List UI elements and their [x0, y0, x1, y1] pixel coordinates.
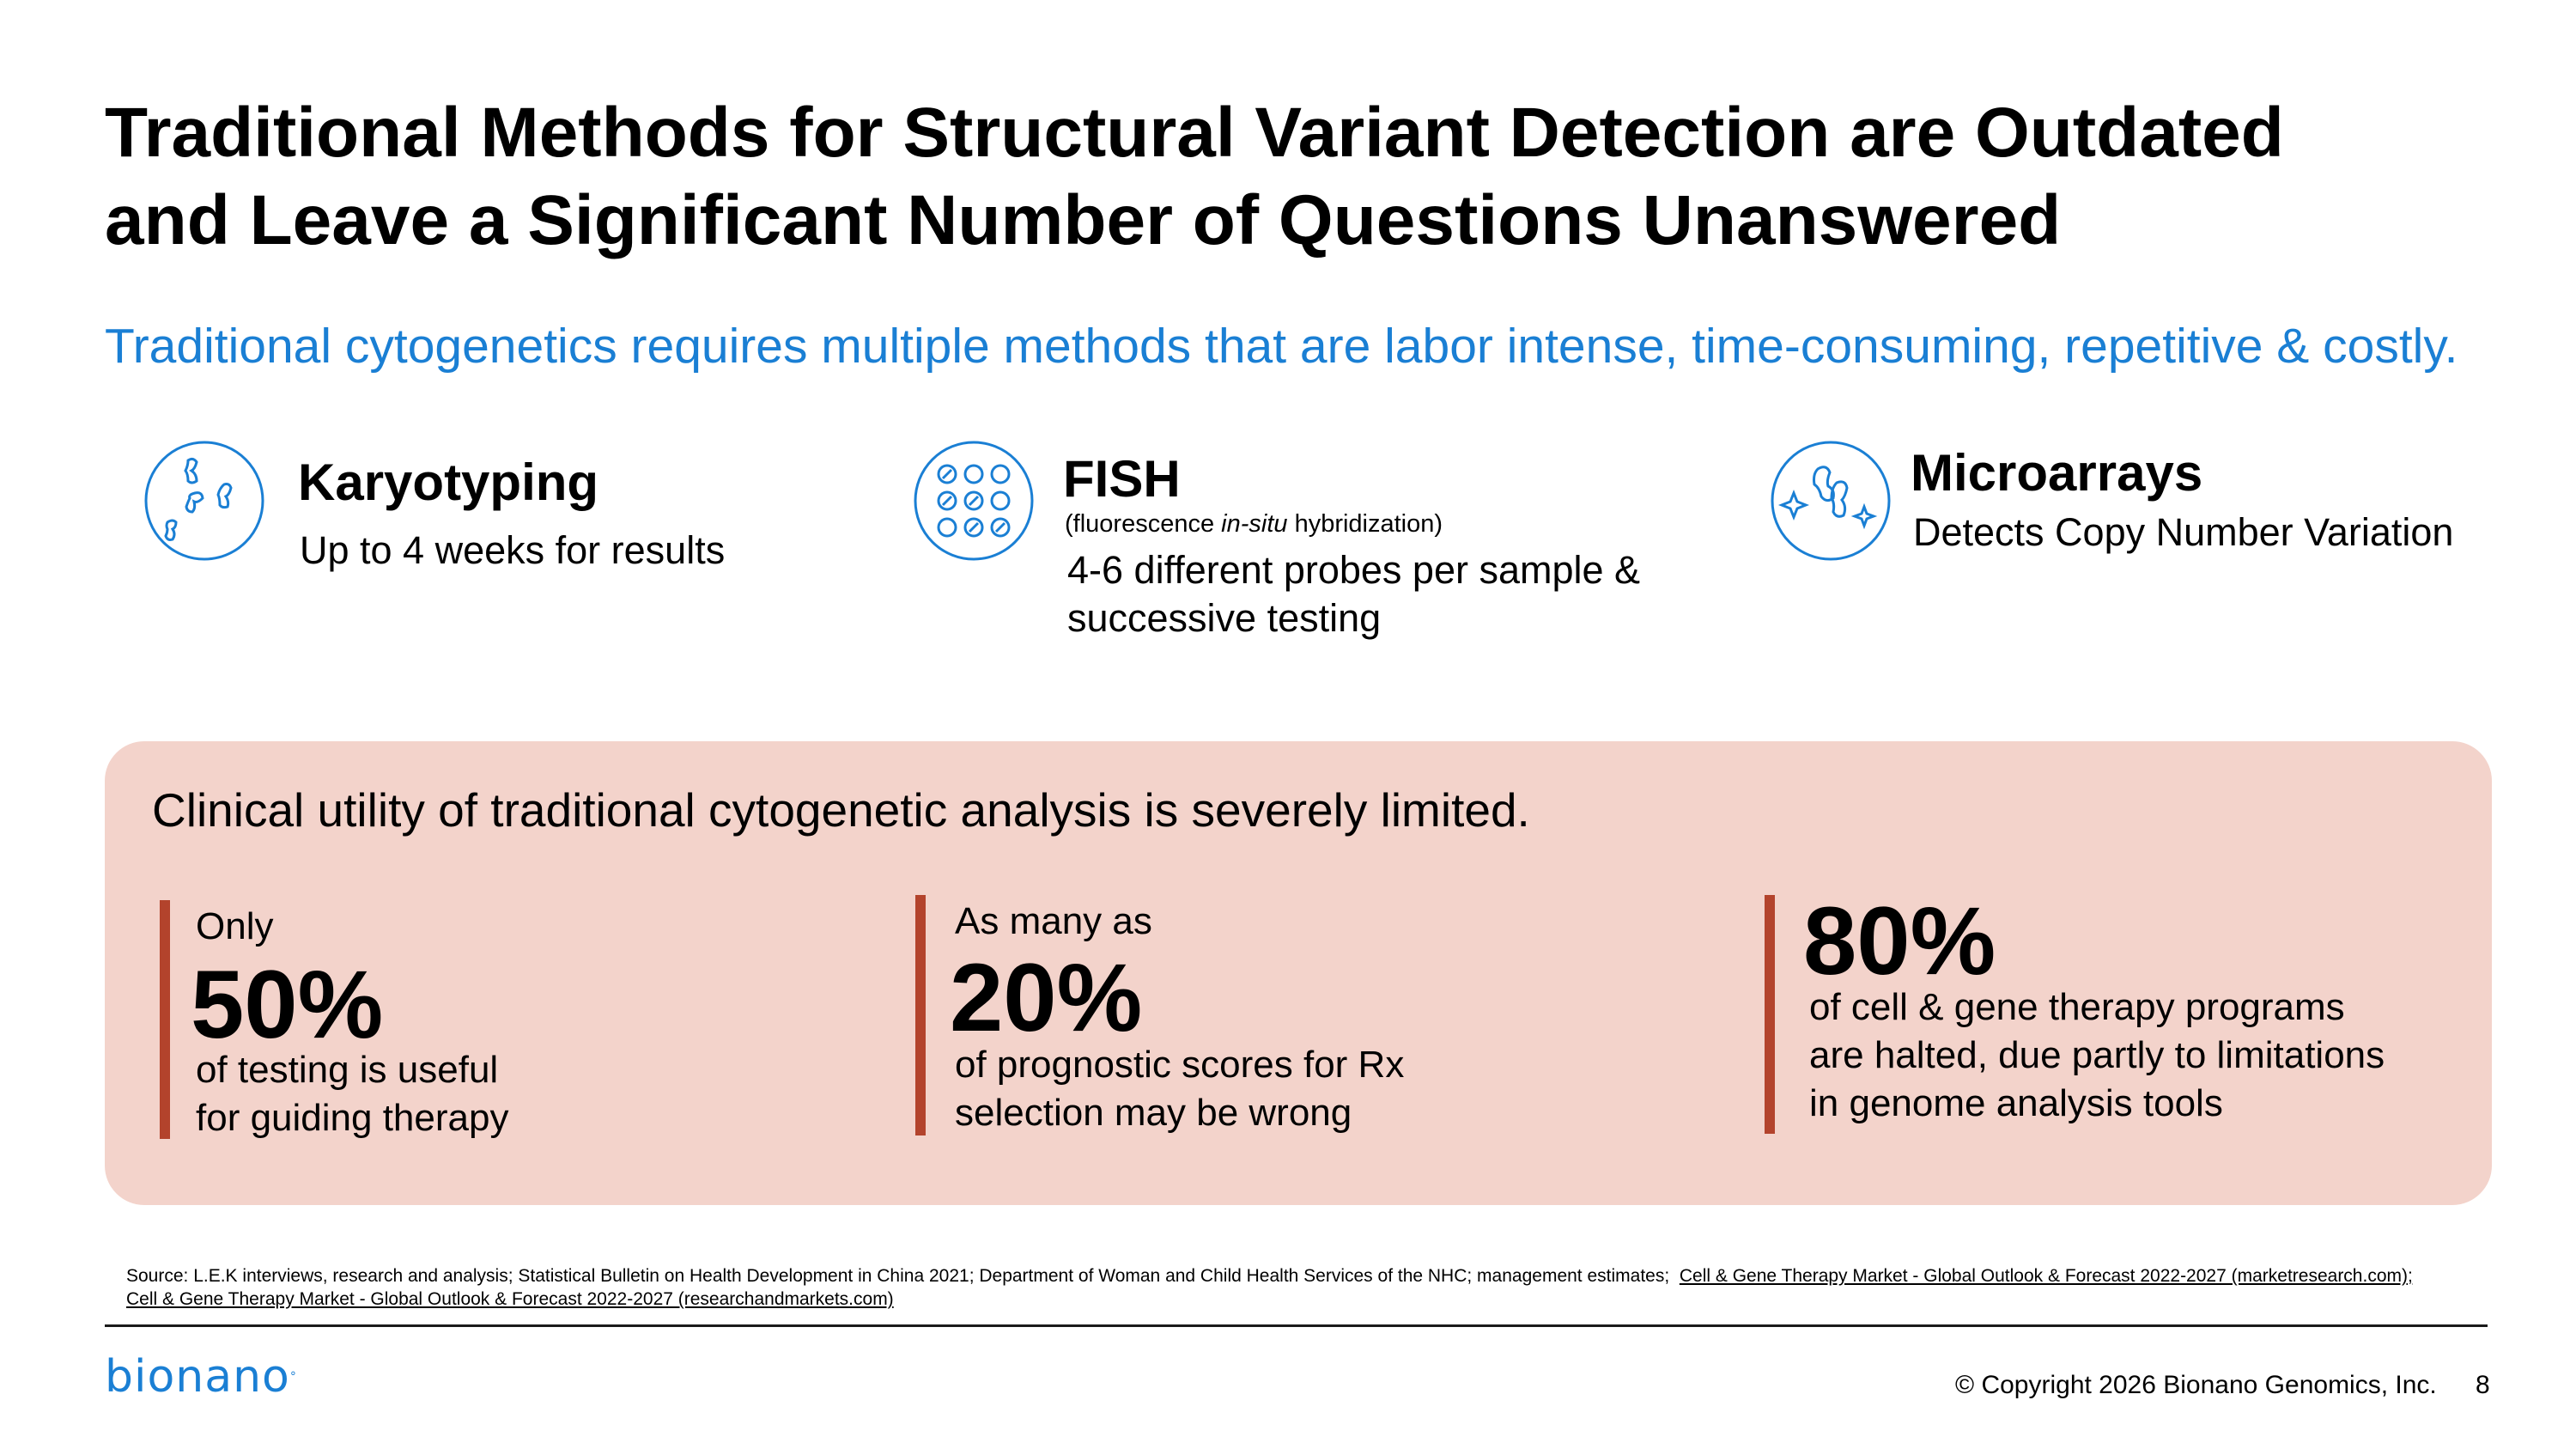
method-desc-fish-line-1: 4-6 different probes per sample &	[1067, 548, 1641, 592]
stat-bar-1	[160, 900, 170, 1139]
source-prefix: Source: L.E.K interviews, research and a…	[126, 1266, 1670, 1286]
method-name-microarrays: Microarrays	[1911, 444, 2203, 502]
method-desc-fish: 4-6 different probes per sample & succes…	[1067, 546, 1640, 642]
footer-divider	[105, 1324, 2488, 1327]
source-citation: Source: L.E.K interviews, research and a…	[126, 1264, 2445, 1311]
method-desc-microarrays: Detects Copy Number Variation	[1913, 510, 2454, 554]
method-sub-fish-suffix: hybridization)	[1287, 510, 1443, 538]
copyright: © Copyright 2026 Bionano Genomics, Inc.	[1955, 1371, 2437, 1399]
stat-desc-3: of cell & gene therapy programs are halt…	[1809, 986, 2385, 1124]
method-name-fish: FISH	[1063, 450, 1181, 508]
method-desc-fish-line-2: successive testing	[1067, 596, 1382, 640]
method-sub-fish-prefix: (fluorescence	[1065, 510, 1222, 538]
chromosome-icon	[144, 441, 264, 561]
page-number: 8	[2476, 1371, 2490, 1399]
logo-trademark: °	[289, 1370, 297, 1384]
stat-value-3: 80%	[1803, 887, 1996, 995]
stat-value-2: 20%	[950, 944, 1143, 1051]
bionano-logo: bionano°	[105, 1347, 297, 1407]
method-sub-fish-emphasis: in-situ	[1221, 510, 1288, 538]
panel-title: Clinical utility of traditional cytogene…	[152, 783, 1530, 837]
source-link-researchandmarkets[interactable]: Cell & Gene Therapy Market - Global Outl…	[126, 1289, 894, 1309]
logo-text: bionano	[105, 1351, 290, 1403]
stat-bar-3	[1765, 895, 1775, 1134]
source-link-marketresearch[interactable]: Cell & Gene Therapy Market - Global Outl…	[1679, 1266, 2413, 1286]
method-desc-karyotyping: Up to 4 weeks for results	[300, 528, 726, 572]
slide-title: Traditional Methods for Structural Varia…	[105, 89, 2475, 265]
clinical-utility-panel	[105, 741, 2492, 1205]
stat-desc-2: of prognostic scores for Rx selection ma…	[955, 1044, 1405, 1134]
stat-lead-1: Only	[196, 905, 274, 947]
slide-subtitle: Traditional cytogenetics requires multip…	[105, 319, 2458, 374]
method-name-karyotyping: Karyotyping	[298, 454, 599, 511]
microarray-sparkle-icon	[1771, 441, 1891, 561]
slide-title-line-1: Traditional Methods for Structural Varia…	[105, 94, 2284, 172]
fish-probe-grid-icon	[914, 441, 1034, 561]
slide-title-line-2: and Leave a Significant Number of Questi…	[105, 181, 2062, 259]
stat-lead-2: As many as	[955, 900, 1152, 942]
stat-desc-1: of testing is useful for guiding therapy	[196, 1049, 509, 1139]
method-sub-fish: (fluorescence in-situ hybridization)	[1065, 508, 1443, 539]
stat-bar-2	[915, 895, 926, 1135]
stat-value-1: 50%	[191, 951, 384, 1058]
